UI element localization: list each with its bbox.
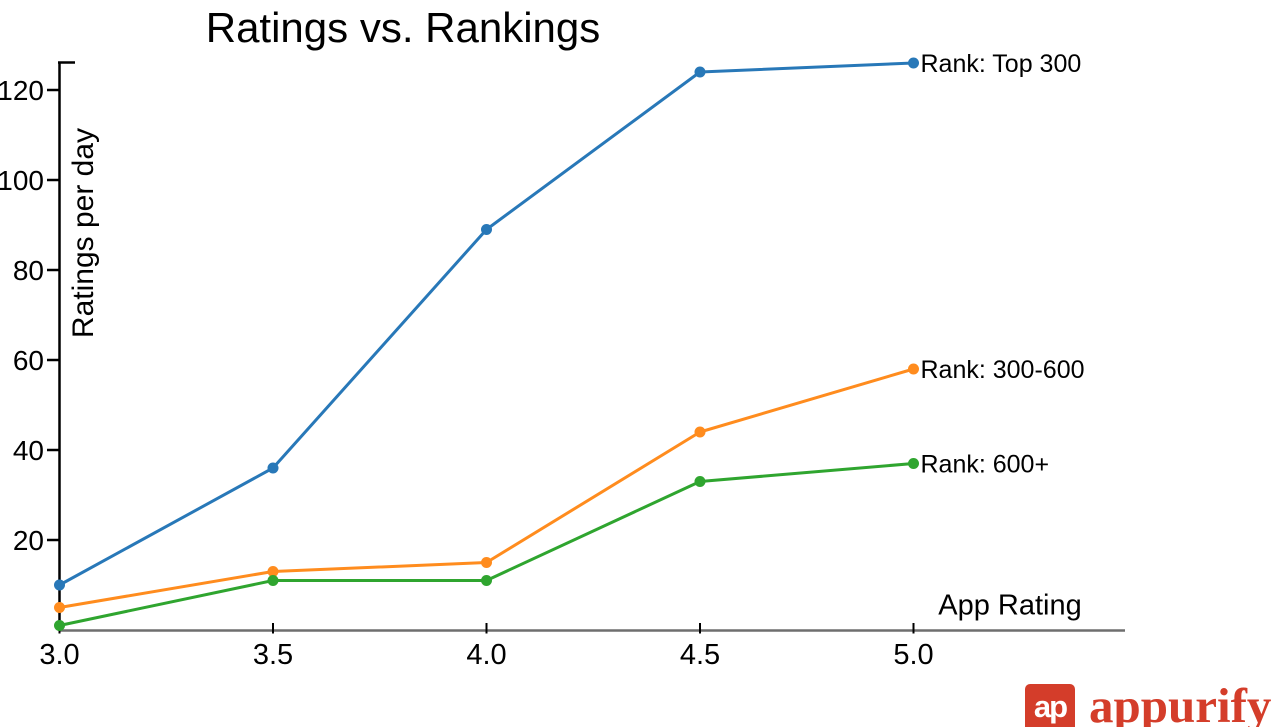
series-end-label: Rank: 600+ [921,451,1050,479]
data-point [267,462,279,474]
appurify-logo: ap appurify [1025,678,1272,727]
series-line-1 [58,367,915,609]
y-tick-label: 40 [13,435,44,466]
data-point [481,557,492,568]
x-tick-label: 3.5 [253,639,293,671]
x-tick-label: 4.0 [466,639,506,671]
data-point [908,363,919,375]
x-tick-label: 4.5 [680,639,720,671]
y-tick-label: 80 [13,255,44,286]
data-point [694,476,706,487]
data-point [694,66,706,78]
y-tick-label: 60 [13,345,44,376]
series-end-label: Rank: 300-600 [921,356,1085,384]
data-point [267,566,279,577]
data-point [694,426,706,438]
y-tick-label: 20 [13,525,44,556]
data-point [908,458,919,469]
series-line-2 [58,462,915,627]
y-axis-label: Ratings per day [67,127,100,339]
series-end-label: Rank: Top 300 [921,50,1082,78]
y-tick-label: 100 [0,165,44,196]
series-line-0 [58,61,915,587]
logo-monogram: ap [1033,689,1068,724]
appurify-wordmark: appurify [1089,678,1272,727]
data-point [267,575,279,586]
x-axis-label: App Rating [938,589,1082,622]
data-point [54,602,65,613]
data-point [481,575,492,586]
chart-title: Ratings vs. Rankings [205,4,601,51]
appurify-logo-icon: ap [1025,684,1075,727]
data-point [54,620,65,631]
data-point [481,224,492,235]
data-point [54,579,65,591]
x-tick-label: 3.0 [39,639,79,671]
x-tick-label: 5.0 [893,639,933,671]
data-point [908,57,919,69]
y-tick-label: 120 [0,75,44,106]
